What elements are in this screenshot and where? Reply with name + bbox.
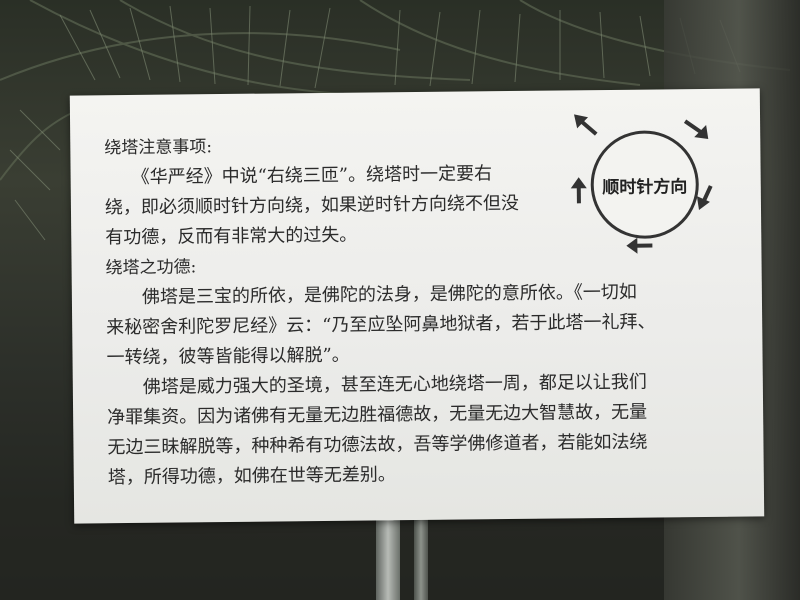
clockwise-direction-diagram: 顺时针方向 bbox=[564, 103, 726, 265]
sign-text-line: 塔，所得功德，如佛在世等无差别。 bbox=[107, 464, 396, 489]
clockwise-arrow-icon bbox=[683, 119, 709, 139]
sign-post bbox=[376, 515, 400, 600]
sign-text: 绕塔注意事项: 《华严经》中说“右绕三匝”。绕塔时一定要右 绕，即必须顺时针方向… bbox=[104, 128, 656, 493]
clockwise-arrow-icon bbox=[570, 177, 587, 204]
sign-post-right bbox=[414, 515, 428, 600]
clockwise-arrow-icon bbox=[574, 114, 598, 136]
information-sign: 绕塔注意事项: 《华严经》中说“右绕三匝”。绕塔时一定要右 绕，即必须顺时针方向… bbox=[69, 88, 765, 524]
clockwise-arrow-icon bbox=[626, 237, 653, 254]
sign-text-line: 无边三昧解脱等，种种希有功德法故，吾等学佛修道者，若能如法绕 bbox=[107, 431, 648, 459]
clockwise-direction-label: 顺时针方向 bbox=[602, 176, 688, 198]
sign-text-line: 来秘密舍利陀罗尼经》云：“乃至应坠阿鼻地狱者，若于此塔一礼拜、 bbox=[106, 311, 656, 339]
direction-circle: 顺时针方向 bbox=[590, 130, 700, 240]
clockwise-arrow-icon bbox=[696, 185, 713, 211]
